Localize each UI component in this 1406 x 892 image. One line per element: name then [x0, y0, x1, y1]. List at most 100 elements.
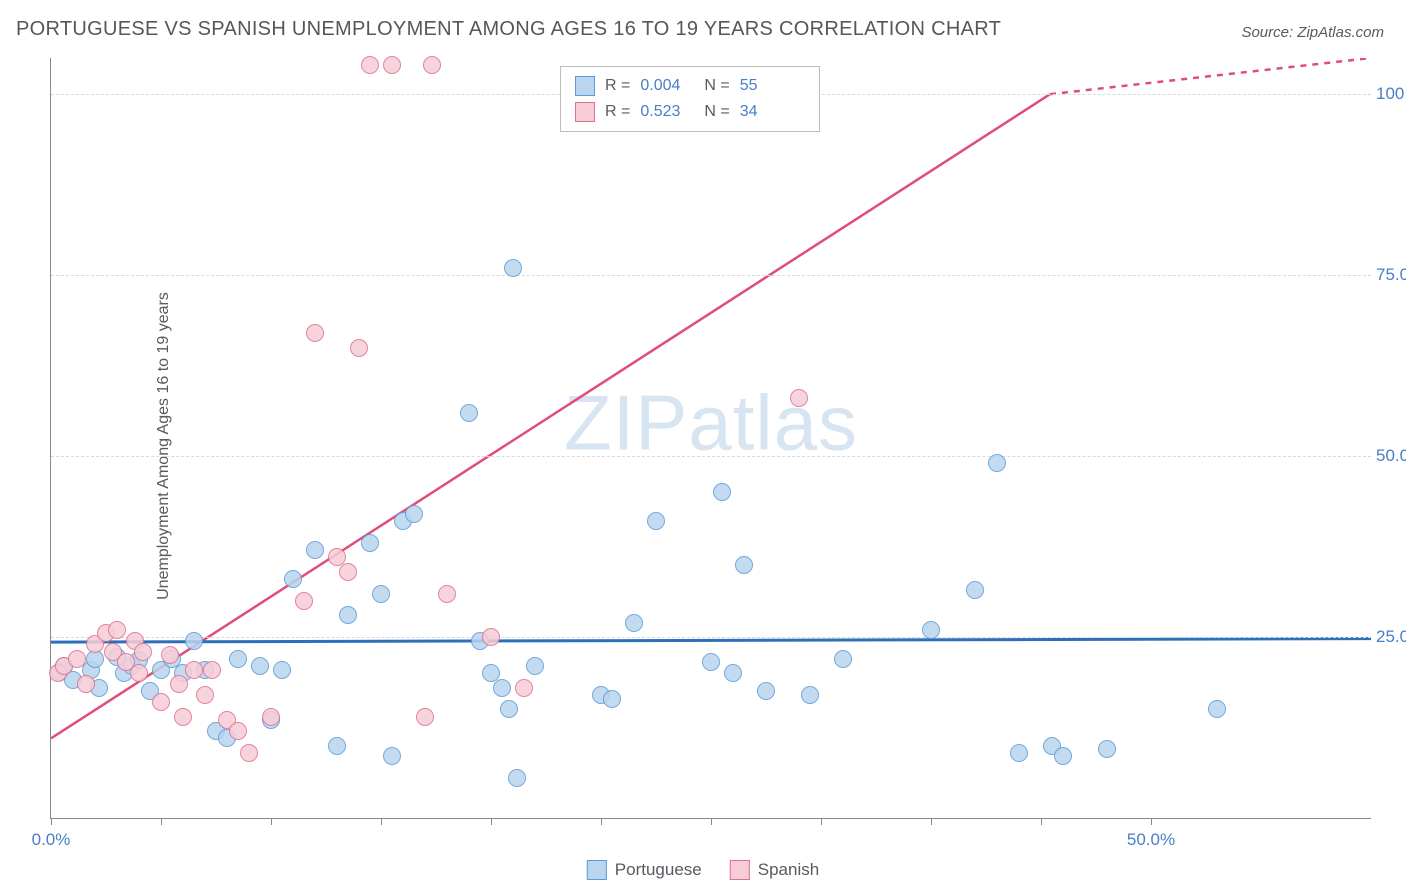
watermark: ZIPatlas [564, 377, 858, 468]
data-point-portuguese [1098, 740, 1116, 758]
legend-stats: R =0.004N =55R =0.523N =34 [560, 66, 820, 132]
data-point-portuguese [702, 653, 720, 671]
data-point-spanish [108, 621, 126, 639]
data-point-spanish [170, 675, 188, 693]
data-point-portuguese [735, 556, 753, 574]
legend-stats-row-portuguese: R =0.004N =55 [575, 73, 805, 99]
legend-swatch-icon [575, 102, 595, 122]
data-point-portuguese [251, 657, 269, 675]
y-tick-label: 100.0% [1376, 84, 1406, 104]
x-tick [491, 818, 492, 825]
x-tick-label: 0.0% [32, 830, 71, 850]
gridline [51, 456, 1371, 457]
n-label: N = [704, 103, 729, 121]
data-point-spanish [196, 686, 214, 704]
x-tick [381, 818, 382, 825]
data-point-spanish [229, 722, 247, 740]
data-point-spanish [306, 324, 324, 342]
y-tick-label: 75.0% [1376, 265, 1406, 285]
data-point-portuguese [603, 690, 621, 708]
x-tick [161, 818, 162, 825]
r-value: 0.523 [640, 103, 694, 121]
data-point-spanish [339, 563, 357, 581]
data-point-spanish [438, 585, 456, 603]
legend-label: Spanish [758, 860, 819, 880]
data-point-spanish [383, 56, 401, 74]
watermark-bold: ZIP [564, 378, 688, 466]
data-point-spanish [482, 628, 500, 646]
data-point-spanish [423, 56, 441, 74]
data-point-portuguese [328, 737, 346, 755]
n-value: 34 [740, 103, 794, 121]
x-tick [821, 818, 822, 825]
data-point-spanish [134, 643, 152, 661]
source-label: Source: ZipAtlas.com [1241, 24, 1384, 41]
x-tick [1151, 818, 1152, 825]
x-tick-label: 50.0% [1127, 830, 1175, 850]
data-point-portuguese [988, 454, 1006, 472]
data-point-spanish [350, 339, 368, 357]
data-point-portuguese [361, 534, 379, 552]
legend-stats-row-spanish: R = 0.523 N = 34 [575, 99, 805, 125]
gridline [51, 637, 1371, 638]
data-point-portuguese [1054, 747, 1072, 765]
data-point-portuguese [284, 570, 302, 588]
data-point-spanish [77, 675, 95, 693]
data-point-spanish [361, 56, 379, 74]
data-point-spanish [240, 744, 258, 762]
legend-item-portuguese: Portuguese [587, 860, 702, 880]
data-point-spanish [416, 708, 434, 726]
data-point-portuguese [966, 581, 984, 599]
n-label: N = [704, 77, 729, 95]
data-point-portuguese [834, 650, 852, 668]
legend-item-spanish: Spanish [730, 860, 819, 880]
x-tick [931, 818, 932, 825]
data-point-portuguese [724, 664, 742, 682]
chart-title: PORTUGUESE VS SPANISH UNEMPLOYMENT AMONG… [16, 18, 1001, 41]
data-point-portuguese [1010, 744, 1028, 762]
data-point-portuguese [713, 483, 731, 501]
data-point-portuguese [757, 682, 775, 700]
data-point-spanish [68, 650, 86, 668]
data-point-portuguese [460, 404, 478, 422]
data-point-portuguese [185, 632, 203, 650]
legend-series: Portuguese Spanish [587, 860, 819, 880]
data-point-portuguese [372, 585, 390, 603]
x-tick [1041, 818, 1042, 825]
data-point-portuguese [500, 700, 518, 718]
gridline [51, 275, 1371, 276]
r-value: 0.004 [640, 77, 694, 95]
data-point-portuguese [273, 661, 291, 679]
r-label: R = [605, 77, 630, 95]
x-tick [51, 818, 52, 825]
plot-area: ZIPatlas 25.0%50.0%75.0%100.0%0.0%50.0% [50, 58, 1371, 819]
data-point-portuguese [508, 769, 526, 787]
data-point-spanish [130, 664, 148, 682]
x-tick [271, 818, 272, 825]
data-point-spanish [515, 679, 533, 697]
data-point-portuguese [801, 686, 819, 704]
watermark-light: atlas [688, 378, 858, 466]
r-label: R = [605, 103, 630, 121]
data-point-spanish [185, 661, 203, 679]
x-tick [601, 818, 602, 825]
y-tick-label: 25.0% [1376, 627, 1406, 647]
data-point-spanish [152, 693, 170, 711]
data-point-spanish [262, 708, 280, 726]
data-point-spanish [161, 646, 179, 664]
data-point-portuguese [647, 512, 665, 530]
data-point-portuguese [625, 614, 643, 632]
data-point-portuguese [339, 606, 357, 624]
legend-swatch-icon [730, 860, 750, 880]
legend-swatch-icon [587, 860, 607, 880]
data-point-spanish [203, 661, 221, 679]
legend-swatch-icon [575, 76, 595, 96]
data-point-portuguese [405, 505, 423, 523]
trend-lines [51, 58, 1371, 818]
data-point-portuguese [229, 650, 247, 668]
y-tick-label: 50.0% [1376, 446, 1406, 466]
data-point-spanish [174, 708, 192, 726]
data-point-portuguese [493, 679, 511, 697]
data-point-spanish [295, 592, 313, 610]
data-point-portuguese [383, 747, 401, 765]
